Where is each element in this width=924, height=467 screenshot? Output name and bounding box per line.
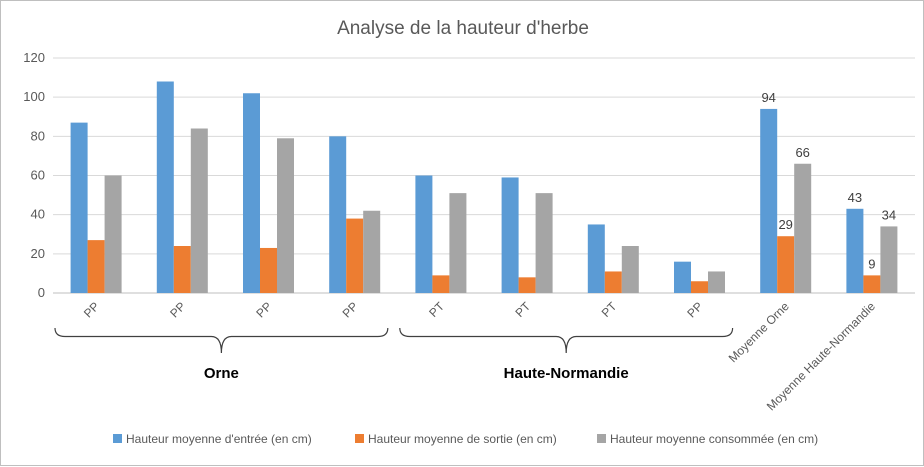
- group-label: Orne: [204, 365, 239, 382]
- category-label: PP: [167, 299, 188, 320]
- bar: [880, 226, 898, 293]
- bar: [70, 122, 88, 293]
- data-labels: 94 29 66 43 9 34: [761, 90, 896, 271]
- bar: [674, 261, 691, 293]
- y-tick-label: 60: [31, 168, 45, 183]
- data-label: 94: [761, 90, 775, 105]
- data-label: 34: [882, 207, 896, 222]
- legend: Hauteur moyenne d'entrée (en cm) Hauteur …: [113, 432, 818, 446]
- bar: [260, 247, 277, 293]
- bar: [518, 277, 536, 293]
- y-tick-label: 80: [31, 128, 45, 143]
- bar: [243, 93, 260, 293]
- bar: [863, 275, 881, 293]
- y-tick-label: 100: [23, 89, 45, 104]
- category-label: Moyenne Orne: [726, 299, 792, 365]
- bar: [156, 81, 174, 293]
- bar: [363, 210, 381, 293]
- bar: [621, 246, 639, 293]
- y-axis-ticks: 0 20 40 60 80 100 120: [23, 50, 45, 300]
- group-label: Haute-Normandie: [504, 365, 629, 382]
- category-label: PP: [340, 299, 361, 320]
- bar: [277, 138, 294, 293]
- bar: [846, 208, 864, 293]
- bars: [70, 81, 898, 294]
- y-tick-label: 0: [38, 285, 45, 300]
- group-bracket: [54, 327, 389, 354]
- bar: [346, 218, 364, 293]
- data-label: 43: [848, 190, 862, 205]
- category-label: PP: [81, 299, 102, 320]
- legend-swatch: [597, 434, 606, 443]
- bar: [691, 281, 708, 293]
- data-label: 9: [868, 256, 875, 271]
- bar: [760, 108, 778, 294]
- category-groups: Orne Haute-Normandie: [54, 327, 734, 382]
- bar: [173, 246, 191, 293]
- bar: [87, 240, 105, 293]
- bar: [535, 193, 553, 293]
- bar: [708, 271, 725, 293]
- legend-swatch: [113, 434, 122, 443]
- y-tick-label: 40: [31, 207, 45, 222]
- y-tick-label: 20: [31, 246, 45, 261]
- legend-swatch: [355, 434, 364, 443]
- legend-entry: Hauteur moyenne de sortie (en cm): [368, 432, 557, 446]
- y-tick-label: 120: [23, 50, 45, 65]
- bar: [104, 175, 122, 293]
- bar: [190, 128, 208, 293]
- category-label: PT: [512, 299, 533, 320]
- category-label: PP: [684, 299, 705, 320]
- data-label: 66: [795, 145, 809, 160]
- group-bracket: [399, 327, 734, 354]
- category-label: PT: [599, 299, 620, 320]
- bar: [777, 236, 795, 293]
- bar: [604, 271, 622, 293]
- bar: [501, 177, 519, 293]
- bar: [415, 175, 433, 293]
- bar: [449, 193, 467, 293]
- bar: [329, 136, 347, 293]
- bar: [794, 163, 812, 293]
- category-label: PP: [253, 299, 274, 320]
- category-label: PT: [426, 299, 447, 320]
- data-label: 29: [778, 217, 792, 232]
- chart-title: Analyse de la hauteur d'herbe: [337, 18, 589, 39]
- legend-entry: Hauteur moyenne d'entrée (en cm): [126, 432, 312, 446]
- bar: [587, 224, 605, 293]
- legend-entry: Hauteur moyenne consommée (en cm): [610, 432, 818, 446]
- bar: [432, 275, 450, 293]
